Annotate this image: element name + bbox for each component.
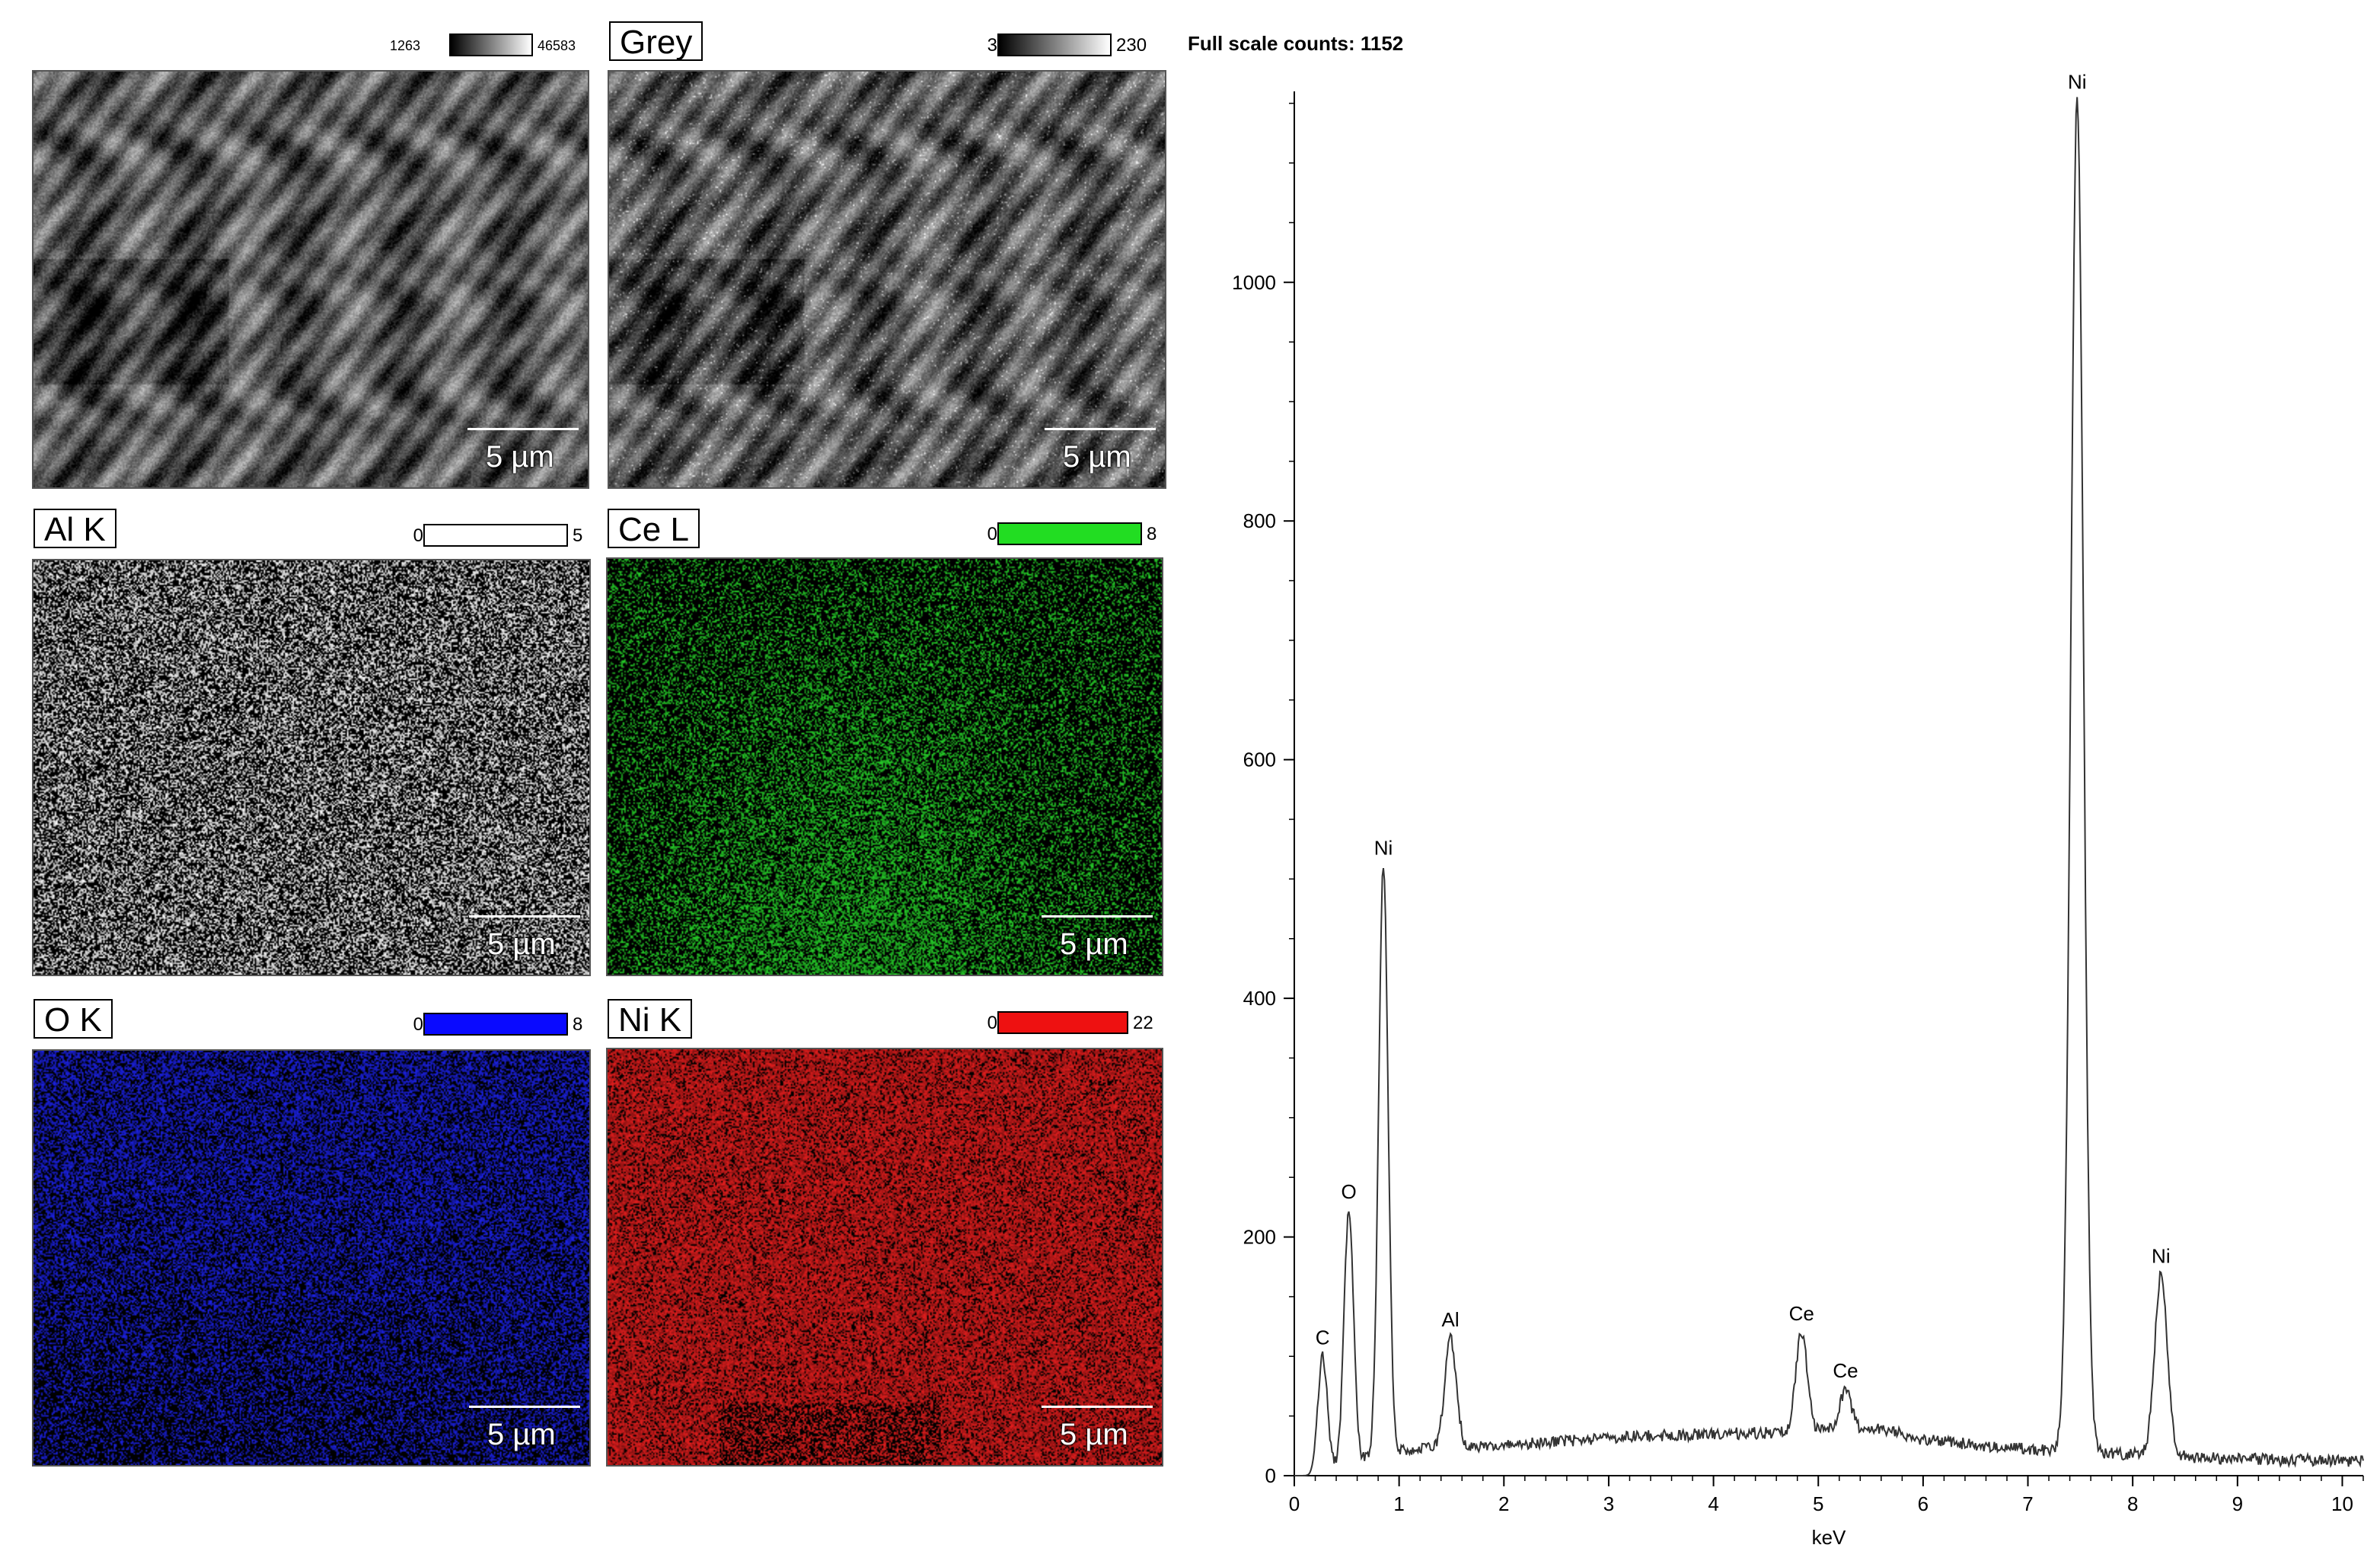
- panel-ni-scale-min: 0: [987, 1013, 997, 1033]
- panel-grey-label: Grey: [609, 21, 703, 61]
- chart-title: Full scale counts: 1152: [1188, 32, 1404, 55]
- panel-o-scalebar-label: 5 µm: [487, 1418, 556, 1451]
- peak-label-al: Al: [1442, 1308, 1460, 1331]
- panel-ni-map-image: 5 µm: [606, 1048, 1163, 1467]
- peak-label-ce: Ce: [1833, 1359, 1858, 1382]
- x-tick-label: 10: [2331, 1492, 2353, 1515]
- peak-label-ni: Ni: [1374, 837, 1393, 860]
- panel-o-map-image: 5 µm: [32, 1049, 591, 1467]
- panel-ce-scalebar-label: 5 µm: [1060, 927, 1128, 961]
- panel-se-color-scale-bar: [449, 34, 533, 56]
- panel-se-scale-max: 46583: [538, 38, 576, 53]
- panel-se-scalebar-label: 5 µm: [486, 440, 554, 474]
- panel-grey-scalebar-line: [1045, 428, 1156, 430]
- panel-al-color-scale-bar: [423, 524, 568, 547]
- x-tick-label: 5: [1813, 1492, 1823, 1515]
- y-tick-label: 0: [1265, 1464, 1276, 1487]
- panel-o-label: O K: [33, 999, 113, 1039]
- x-tick-label: 2: [1498, 1492, 1509, 1515]
- panel-al-scale-min: 0: [413, 525, 423, 546]
- peak-label-ni: Ni: [2152, 1245, 2171, 1268]
- peak-label-ce: Ce: [1789, 1302, 1814, 1325]
- y-tick-label: 1000: [1232, 271, 1276, 294]
- panel-grey-scale-min: 3: [987, 35, 997, 56]
- x-tick-label: 0: [1289, 1492, 1300, 1515]
- panel-grey-scale-max: 230: [1116, 35, 1147, 56]
- panel-se-map-image: 5 µm: [32, 70, 589, 489]
- x-tick-label: 7: [2022, 1492, 2033, 1515]
- y-tick-label: 800: [1243, 509, 1276, 532]
- panel-o-scale-max: 8: [573, 1014, 583, 1035]
- panel-al-scalebar-line: [469, 915, 580, 918]
- panel-ni-scalebar-line: [1042, 1406, 1153, 1408]
- panel-ce-scale-min: 0: [987, 524, 997, 544]
- panel-ni-scale-max: 22: [1133, 1013, 1153, 1033]
- panel-ce-scale-max: 8: [1147, 524, 1157, 544]
- peak-label-c: C: [1316, 1326, 1330, 1349]
- panel-o-scalebar-line: [469, 1406, 580, 1408]
- x-tick-label: 8: [2127, 1492, 2138, 1515]
- x-tick-label: 1: [1393, 1492, 1404, 1515]
- x-tick-label: 9: [2232, 1492, 2243, 1515]
- panel-ce-map-image: 5 µm: [606, 557, 1163, 976]
- panel-o-scale-min: 0: [413, 1014, 423, 1035]
- x-axis-label: keV: [1812, 1526, 1846, 1549]
- panel-ce-label: Ce L: [608, 509, 700, 548]
- panel-ni-color-scale-bar: [997, 1011, 1128, 1034]
- panel-ce-color-scale-bar: [997, 522, 1142, 545]
- panel-grey-scalebar-label: 5 µm: [1063, 440, 1131, 474]
- panel-ni-scalebar-label: 5 µm: [1060, 1418, 1128, 1451]
- peak-label-ni: Ni: [2068, 71, 2087, 94]
- panel-ni-label: Ni K: [608, 999, 693, 1039]
- panel-ce-scalebar-line: [1042, 915, 1153, 918]
- x-tick-label: 4: [1708, 1492, 1718, 1515]
- panel-grey-map-image: 5 µm: [608, 70, 1166, 489]
- panel-o-color-scale-bar: [423, 1013, 568, 1036]
- panel-al-label: Al K: [33, 509, 116, 548]
- x-tick-label: 6: [1918, 1492, 1929, 1515]
- y-tick-label: 200: [1243, 1226, 1276, 1249]
- y-tick-label: 400: [1243, 987, 1276, 1010]
- x-tick-label: 3: [1603, 1492, 1614, 1515]
- panel-se-scalebar-line: [467, 428, 579, 430]
- peak-label-o: O: [1341, 1180, 1356, 1203]
- panel-grey-color-scale-bar: [997, 34, 1112, 56]
- panel-al-map-image: 5 µm: [32, 559, 591, 976]
- panel-al-scale-max: 5: [573, 525, 583, 546]
- spectrum-series-line: [1294, 97, 2364, 1476]
- eds-spectrum-chart: 0 1 2 3 4 5 6 7 8 9 10 0 200 400 600 800 1000 keV C O Ni Al Ce…: [1232, 71, 2364, 1549]
- panel-al-scalebar-label: 5 µm: [487, 927, 556, 961]
- panel-se-scale-min: 1263: [389, 38, 420, 53]
- y-tick-label: 600: [1243, 748, 1276, 771]
